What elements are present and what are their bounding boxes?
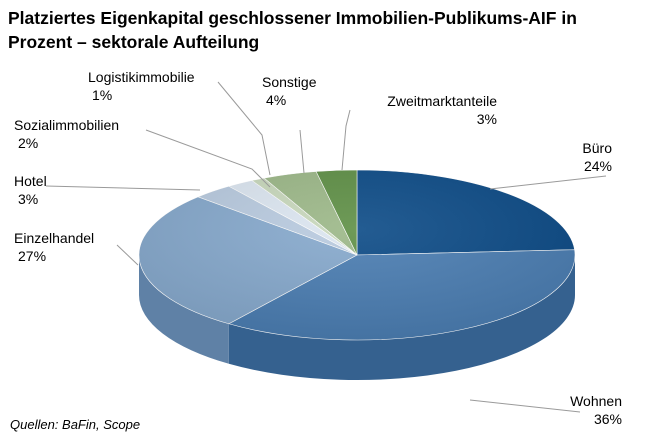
slice-label-sozialimmobilien: Sozialimmobilien — [14, 117, 119, 133]
chart-title: Platziertes Eigenkapital geschlossener I… — [8, 6, 648, 54]
slice-value-logistikimmobilie: 1% — [92, 87, 112, 103]
chart-title-line-2: Prozent – sektorale Aufteilung — [8, 32, 260, 52]
leader-line-sonstige — [299, 129, 305, 174]
slice-label-logistikimmobilie: Logistikimmobilie — [88, 69, 195, 85]
slice-value-zweitmarktanteile: 3% — [477, 111, 497, 127]
slice-label-zweitmarktanteile: Zweitmarktanteile — [387, 93, 497, 109]
slice-label-wohnen: Wohnen — [570, 393, 622, 409]
pie-slices — [138, 169, 576, 341]
slice-value-wohnen: 36% — [594, 411, 622, 427]
pie-side-einzelhandel — [139, 255, 229, 364]
slice-value-einzelhandel: 27% — [18, 248, 46, 264]
pie-top-shading — [139, 170, 575, 340]
pie-side-wohnen — [228, 255, 576, 381]
pie-sides — [139, 255, 576, 381]
leader-line-buro — [489, 175, 607, 190]
chart-title-line-1: Platziertes Eigenkapital geschlossener I… — [8, 8, 577, 28]
slice-value-sozialimmobilien: 2% — [18, 135, 38, 151]
slice-label-einzelhandel: Einzelhandel — [14, 230, 94, 246]
leader-line-hotel — [45, 185, 201, 191]
slice-value-buro: 24% — [584, 158, 612, 174]
leader-lines — [45, 81, 607, 413]
slice-value-hotel: 3% — [18, 191, 38, 207]
leader-line-sozialimmobilien — [145, 129, 271, 188]
slice-label-hotel: Hotel — [14, 173, 47, 189]
source-note: Quellen: BaFin, Scope — [10, 417, 141, 432]
slice-label-sonstige: Sonstige — [262, 74, 317, 90]
leader-line-einzelhandel — [116, 244, 139, 266]
leader-line-logistikimmobilie — [217, 81, 271, 176]
leader-line-wohnen — [469, 399, 581, 413]
slice-value-sonstige: 4% — [266, 92, 286, 108]
leader-line-zweitmarktanteile — [341, 109, 351, 171]
slice-label-buro: Büro — [582, 140, 612, 156]
slice-labels: Büro 24% Wohnen 36% Einzelhandel 27% Hotel 3% So… — [14, 69, 622, 427]
